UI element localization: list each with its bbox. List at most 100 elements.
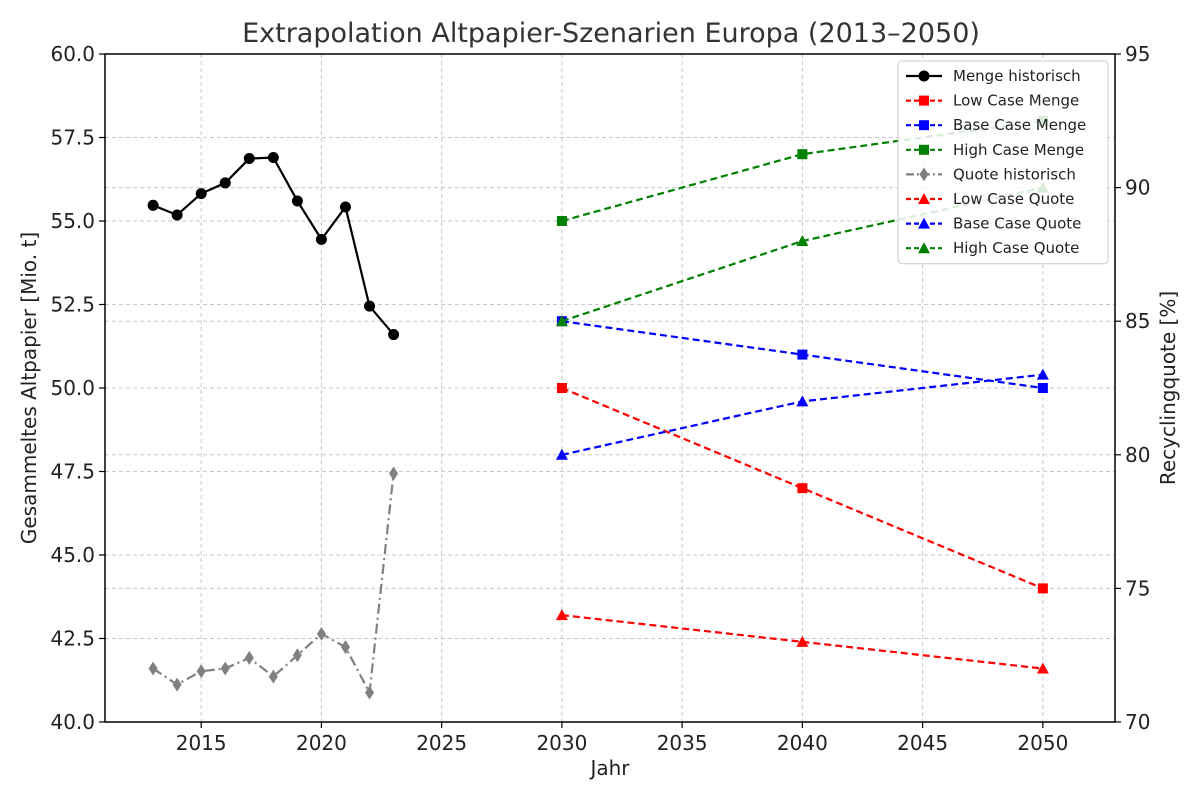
legend-swatch-marker (918, 217, 930, 229)
legend-label: High Case Quote (953, 239, 1079, 257)
legend-item: Menge historisch (906, 67, 1081, 85)
legend-item: Quote historisch (906, 165, 1076, 183)
legend-item: High Case Quote (906, 239, 1079, 257)
data-point (268, 669, 278, 684)
legend-box (897, 60, 1109, 265)
data-point (556, 216, 567, 226)
series-line (152, 156, 395, 336)
series-quote-historisch (148, 466, 399, 700)
data-point (244, 650, 254, 665)
data-point (388, 329, 400, 341)
series-low-case-menge (556, 383, 1048, 594)
y2-tick-label: 80 (1125, 443, 1150, 467)
legend-label: Base Case Quote (953, 215, 1081, 233)
series-menge-historisch (147, 152, 400, 341)
y-tick-label: 42.5 (50, 627, 95, 651)
y-tick-label: 45.0 (50, 543, 95, 567)
legend-label: Low Case Quote (953, 190, 1074, 208)
data-point (796, 395, 809, 407)
legend-swatch-marker (919, 167, 929, 182)
series-low-case-quote (555, 609, 1049, 674)
data-point (315, 233, 327, 245)
y-tick-label: 47.5 (50, 460, 95, 484)
x-axis-title: Jahr (588, 756, 630, 780)
data-point (172, 677, 182, 692)
series-layer (147, 115, 1049, 700)
y2-tick-label: 75 (1125, 576, 1150, 600)
x-axis: 2015 2020 2025 2030 2035 2040 2045 2050 (176, 722, 1068, 755)
x-tick-label: 2035 (657, 731, 708, 755)
data-point (243, 153, 255, 165)
y2-axis-title: Recyclingquote [%] (1156, 291, 1180, 485)
legend-label: Low Case Menge (953, 92, 1079, 110)
y2-tick-label: 90 (1125, 176, 1150, 200)
legend-label: High Case Menge (953, 141, 1084, 159)
y-axis-title: Gesammeltes Altpapier [Mio. t] (17, 232, 41, 544)
data-point (555, 609, 568, 621)
y-axis-right: 70 75 80 85 90 95 (1115, 42, 1150, 734)
chart-title: Extrapolation Altpapier-Szenarien Europa… (242, 18, 980, 49)
data-point (1036, 662, 1049, 674)
series-line (152, 473, 395, 697)
data-point (147, 199, 159, 211)
data-point (556, 383, 567, 393)
legend-swatch-marker (919, 120, 929, 131)
data-point (292, 648, 302, 663)
y-tick-label: 50.0 (50, 376, 95, 400)
legend: Menge historisch Low Case Menge Base Case … (897, 60, 1109, 265)
legend-swatch-marker (918, 70, 930, 82)
y-tick-label: 40.0 (50, 710, 95, 734)
series-line (561, 614, 1043, 670)
data-point (365, 685, 375, 700)
data-point (171, 209, 183, 221)
legend-item: Low Case Quote (906, 190, 1074, 208)
x-tick-label: 2045 (897, 731, 948, 755)
y-tick-label: 60.0 (50, 42, 95, 66)
data-point (1036, 368, 1049, 380)
data-point (196, 664, 206, 679)
data-point (267, 152, 279, 164)
legend-swatch-marker (919, 144, 929, 155)
data-point (797, 483, 808, 494)
data-point (1037, 583, 1048, 594)
legend-swatch-marker (918, 242, 930, 254)
legend-swatch-marker (919, 95, 929, 106)
y-tick-label: 52.5 (50, 293, 95, 317)
x-tick-label: 2015 (176, 731, 227, 755)
data-point (195, 188, 207, 200)
y2-tick-label: 95 (1125, 42, 1150, 66)
y-tick-label: 55.0 (50, 209, 95, 233)
legend-swatch-marker (918, 193, 930, 204)
data-point (220, 661, 230, 676)
data-point (316, 626, 326, 641)
legend-item: Base Case Menge (906, 116, 1086, 134)
data-point (796, 635, 809, 647)
x-tick-label: 2025 (416, 731, 467, 755)
x-tick-label: 2030 (536, 731, 587, 755)
series-base-case-quote (555, 368, 1049, 460)
data-point (555, 448, 568, 460)
data-point (797, 149, 808, 160)
data-point (148, 661, 158, 676)
legend-label: Menge historisch (953, 67, 1081, 85)
y-tick-label: 57.5 (50, 126, 95, 150)
data-point (389, 466, 399, 481)
y2-tick-label: 70 (1125, 710, 1150, 734)
x-tick-label: 2040 (777, 731, 828, 755)
data-point (340, 640, 350, 655)
data-point (364, 300, 376, 312)
series-line (561, 386, 1044, 590)
y2-tick-label: 85 (1125, 309, 1150, 333)
data-point (339, 201, 351, 213)
data-point (796, 235, 809, 247)
legend-label: Base Case Menge (953, 116, 1086, 134)
y-axis-left: 40.0 42.5 45.0 47.5 50.0 52.5 55.0 57.5 60.0 (50, 42, 105, 734)
data-point (1037, 383, 1048, 393)
legend-label: Quote historisch (953, 165, 1076, 183)
x-tick-label: 2020 (296, 731, 347, 755)
data-point (219, 177, 231, 189)
legend-item: Low Case Menge (906, 92, 1079, 110)
data-point (555, 315, 568, 327)
data-point (291, 195, 303, 207)
